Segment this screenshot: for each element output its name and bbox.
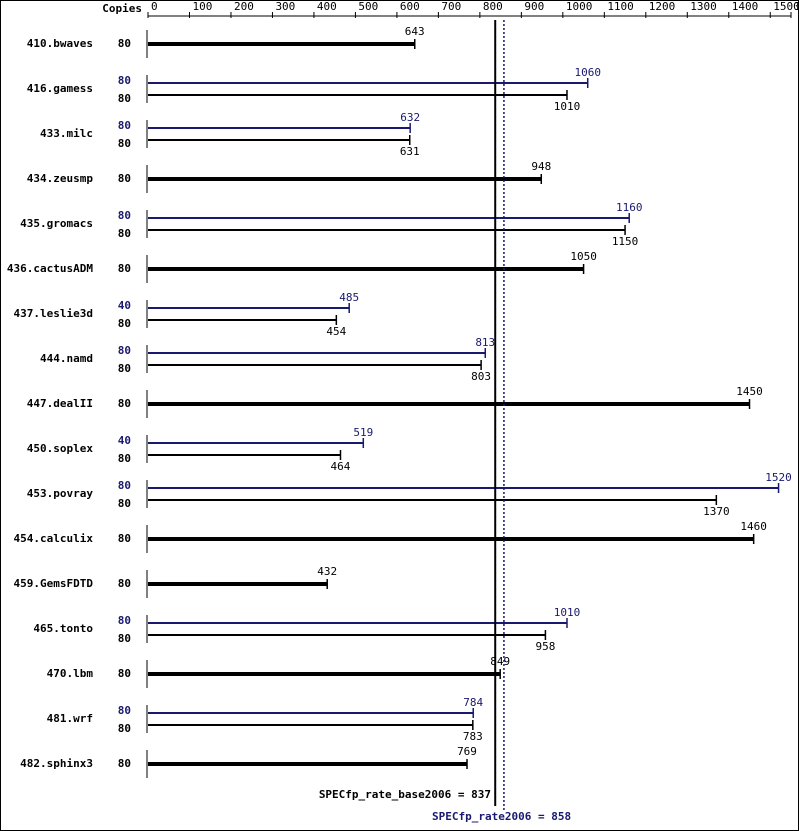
copies-label: 80 [118,497,131,510]
x-tick-label: 1500 [773,0,799,13]
value-label: 1010 [554,606,581,619]
x-tick-label: 800 [483,0,503,13]
copies-label: 80 [118,227,131,240]
copies-label: 80 [118,119,131,132]
category-label: 434.zeusmp [27,172,94,185]
copies-label: 80 [118,532,131,545]
reference-label: SPECfp_rate2006 = 858 [432,810,571,823]
x-tick-label: 100 [192,0,212,13]
category-label: 454.calculix [14,532,94,545]
value-label: 1160 [616,201,643,214]
x-tick-label: 0 [151,0,158,13]
copies-label: 80 [118,667,131,680]
value-label: 643 [405,25,425,38]
copies-label: 80 [118,757,131,770]
value-label: 849 [490,655,510,668]
value-label: 1050 [570,250,597,263]
copies-label: 40 [118,299,131,312]
category-label: 433.milc [40,127,93,140]
copies-label: 80 [118,362,131,375]
copies-label: 80 [118,632,131,645]
category-label: 470.lbm [47,667,94,680]
copies-label: 80 [118,704,131,717]
value-label: 1460 [740,520,767,533]
category-label: 447.dealII [27,397,93,410]
value-label: 632 [400,111,420,124]
value-label: 769 [457,745,477,758]
value-label: 1370 [703,505,730,518]
category-label: 459.GemsFDTD [14,577,94,590]
value-label: 454 [326,325,346,338]
value-label: 1010 [554,100,581,113]
value-label: 1060 [574,66,601,79]
copies-header: Copies [102,2,142,15]
category-label: 450.soplex [27,442,94,455]
x-tick-label: 1300 [690,0,717,13]
copies-label: 80 [118,452,131,465]
copies-label: 80 [118,92,131,105]
value-label: 631 [400,145,420,158]
x-tick-label: 1550 [794,0,799,13]
value-label: 519 [353,426,373,439]
x-tick-label: 400 [317,0,337,13]
value-label: 784 [463,696,483,709]
category-label: 410.bwaves [27,37,93,50]
category-label: 481.wrf [47,712,93,725]
value-label: 464 [331,460,351,473]
value-label: 1150 [612,235,639,248]
copies-label: 80 [118,317,131,330]
x-tick-label: 1400 [732,0,759,13]
x-tick-label: 900 [524,0,544,13]
x-tick-label: 600 [400,0,420,13]
copies-label: 80 [118,74,131,87]
copies-label: 80 [118,262,131,275]
reference-label: SPECfp_rate_base2006 = 837 [319,788,491,801]
value-label: 432 [317,565,337,578]
value-label: 813 [475,336,495,349]
copies-label: 80 [118,577,131,590]
x-tick-label: 200 [234,0,254,13]
value-label: 783 [463,730,483,743]
category-label: 444.namd [40,352,93,365]
value-label: 1450 [736,385,763,398]
copies-label: 80 [118,37,131,50]
category-label: 437.leslie3d [14,307,93,320]
copies-label: 80 [118,137,131,150]
value-label: 803 [471,370,491,383]
x-tick-label: 700 [441,0,461,13]
x-tick-label: 500 [358,0,378,13]
category-label: 482.sphinx3 [20,757,93,770]
value-label: 1520 [765,471,792,484]
category-label: 453.povray [27,487,94,500]
copies-label: 80 [118,344,131,357]
value-label: 958 [535,640,555,653]
copies-label: 40 [118,434,131,447]
copies-label: 80 [118,479,131,492]
copies-label: 80 [118,614,131,627]
x-tick-label: 1200 [649,0,676,13]
category-label: 436.cactusADM [7,262,93,275]
copies-label: 80 [118,172,131,185]
copies-label: 80 [118,722,131,735]
copies-label: 80 [118,209,131,222]
category-label: 416.gamess [27,82,93,95]
category-label: 465.tonto [33,622,93,635]
category-label: 435.gromacs [20,217,93,230]
value-label: 485 [339,291,359,304]
x-tick-label: 1000 [566,0,593,13]
copies-label: 80 [118,397,131,410]
x-tick-label: 1100 [607,0,634,13]
x-tick-label: 300 [275,0,295,13]
value-label: 948 [531,160,551,173]
